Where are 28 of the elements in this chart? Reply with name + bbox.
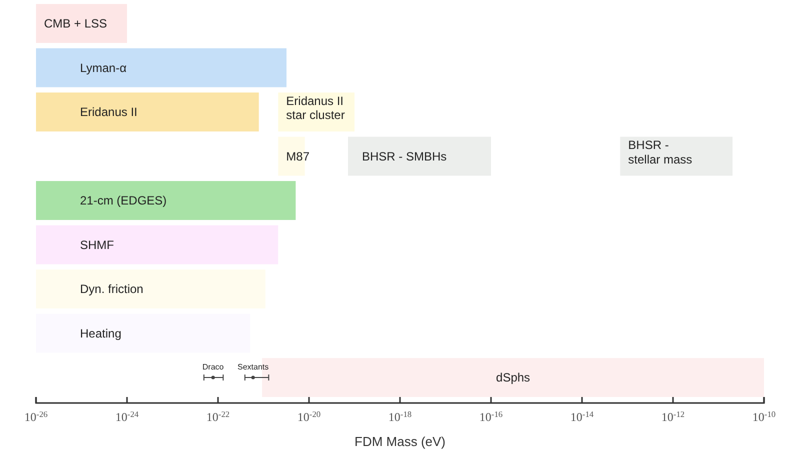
y-tick-label: SHMF <box>80 238 114 252</box>
y-tick-label: CMB + LSS <box>44 16 108 31</box>
bar <box>36 4 127 43</box>
y-tick-label: Eridanus II <box>80 105 138 120</box>
y-tick-label: Heating <box>80 326 122 340</box>
x-axis-title: FDM Mass (eV) <box>354 434 446 449</box>
bar <box>36 92 259 132</box>
series-label: Draco <box>202 362 224 372</box>
x-tick-label: 10$^{-12}$ <box>661 410 685 424</box>
x-tick-label: 10$^{-18}$ <box>388 410 412 424</box>
y-tick-label: dSphs <box>496 370 530 385</box>
annotation: Eridanus II star cluster <box>286 94 345 122</box>
x-tick-label: 10$^{-22}$ <box>206 410 230 424</box>
y-tick-label: Lyman-α <box>80 60 127 75</box>
series-label: Sextants <box>238 362 269 372</box>
x-tick-label: 10$^{-24}$ <box>115 410 140 424</box>
bar <box>36 181 296 220</box>
annotation: BHSR - stellar mass <box>628 138 692 166</box>
x-tick-label: 10$^{-10}$ <box>752 410 776 424</box>
x-tick-label: 10$^{-14}$ <box>570 410 594 424</box>
x-tick-label: 10$^{-16}$ <box>479 410 503 424</box>
x-tick-label: 10$^{-26}$ <box>24 410 48 424</box>
y-tick-label: 21-cm (EDGES) <box>80 194 167 208</box>
annotation: BHSR - SMBHs <box>362 149 447 164</box>
x-tick-label: 10$^{-20}$ <box>297 410 321 424</box>
bar <box>36 48 286 88</box>
y-tick-label: Dyn. friction <box>80 282 144 296</box>
y-tick-label: M87 <box>286 149 310 164</box>
